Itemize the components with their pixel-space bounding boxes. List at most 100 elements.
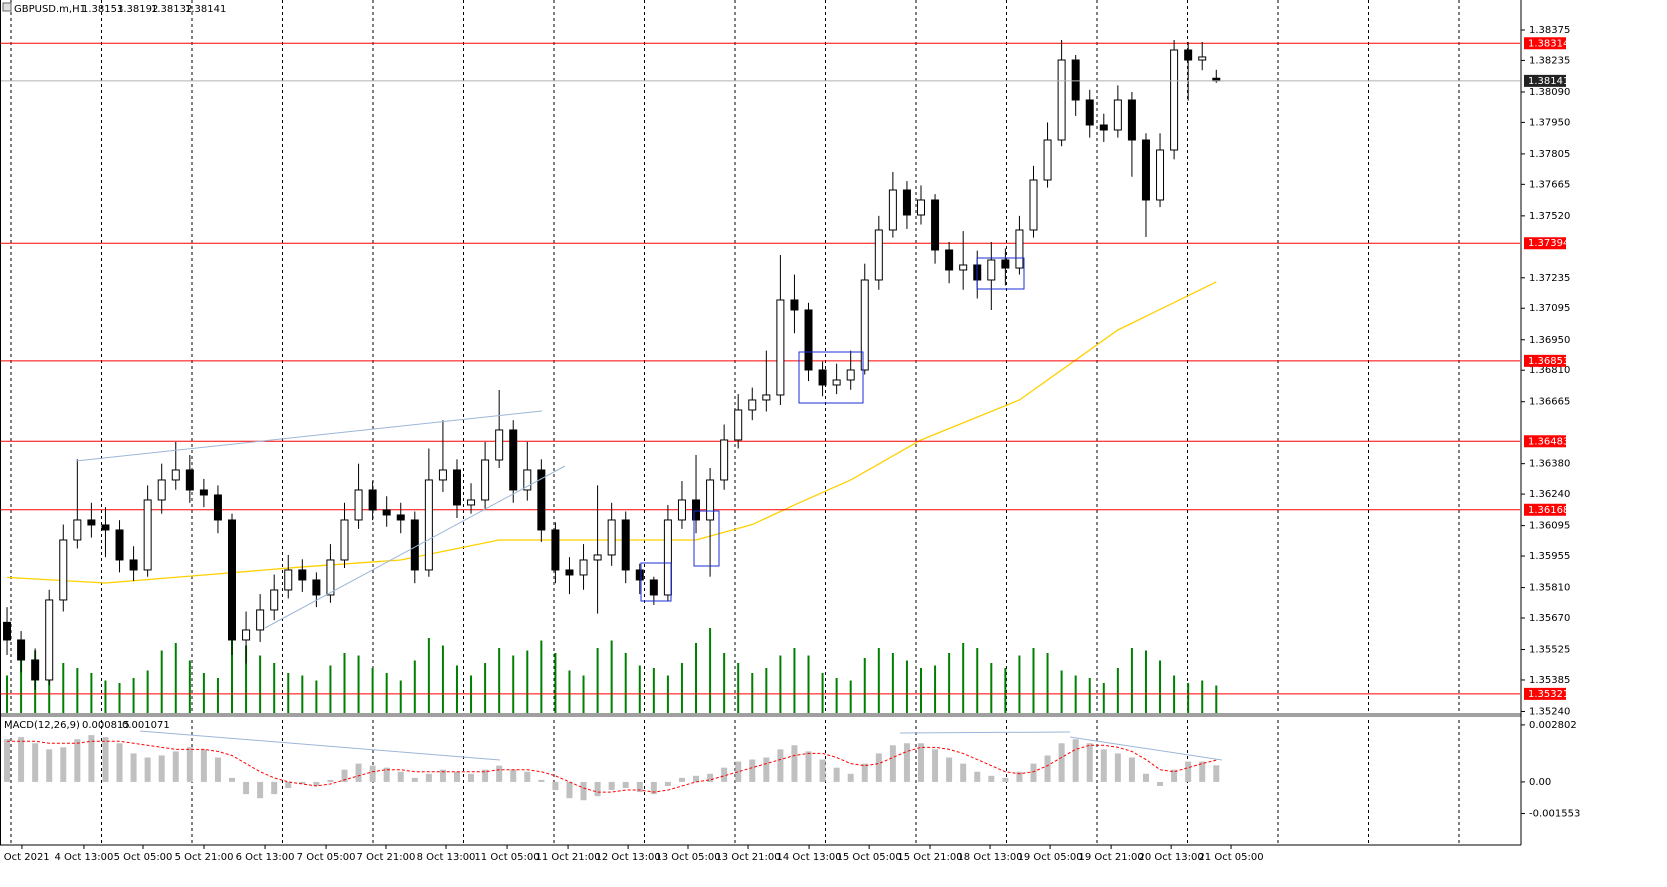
macd-bar <box>158 755 165 782</box>
macd-bar <box>496 765 503 782</box>
volume-bar <box>526 650 529 713</box>
volume-bar <box>441 645 444 713</box>
volume-bar <box>863 658 866 713</box>
macd-bar <box>1016 771 1023 782</box>
macd-bar <box>369 765 376 782</box>
volume-bar <box>1215 685 1218 713</box>
macd-bar <box>552 781 559 791</box>
macd-bar <box>355 763 362 782</box>
macd-bar <box>397 771 404 782</box>
candle-body <box>945 249 954 271</box>
level-tag <box>1524 435 1566 448</box>
macd-bar <box>1185 761 1192 782</box>
macd-bar <box>622 781 629 789</box>
macd-bar <box>566 781 573 799</box>
candle-body <box>916 199 925 216</box>
volume-bar <box>624 653 627 713</box>
volume-bar <box>540 640 543 713</box>
candle-body <box>171 469 180 481</box>
macd-bar <box>453 771 460 782</box>
y-tick-label: 1.36810 <box>1529 365 1570 376</box>
macd-bar <box>383 767 390 782</box>
last-close: 1.38141 <box>185 4 226 15</box>
level-tag <box>1524 503 1566 516</box>
macd-bar <box>889 745 896 782</box>
volume-bar <box>174 643 177 713</box>
macd-bar <box>186 747 193 782</box>
candle-body <box>495 429 504 461</box>
volume-bar <box>20 658 23 713</box>
volume-bar <box>231 638 234 713</box>
macd-bar <box>243 781 250 795</box>
macd-value: 0.000815 <box>82 720 130 731</box>
candle-body <box>860 279 869 371</box>
volume-bar <box>1060 670 1063 713</box>
trend-line <box>264 465 566 629</box>
macd-bar <box>271 781 278 795</box>
candle-body <box>256 609 265 631</box>
candle-body <box>565 569 574 576</box>
macd-bar <box>1199 761 1206 782</box>
trend-line <box>75 410 543 462</box>
macd-bar <box>482 769 489 782</box>
candle-body <box>931 199 940 251</box>
macd-bar <box>285 781 292 789</box>
macd-bar <box>903 743 910 782</box>
macd-bar <box>299 781 306 784</box>
candle-body <box>3 621 12 641</box>
volume-bar <box>821 673 824 713</box>
candle-body <box>874 229 883 281</box>
volume-bar <box>1187 683 1190 713</box>
candle-body <box>677 499 686 521</box>
x-tick-label: 12 Oct 13:00 <box>596 852 661 863</box>
volume-bar <box>891 653 894 713</box>
candle-body <box>1127 99 1136 141</box>
candle-body <box>621 519 630 571</box>
volume-bar <box>905 660 908 713</box>
volume-bar <box>1018 655 1021 713</box>
volume-bar <box>146 670 149 713</box>
candle-body <box>1170 49 1179 151</box>
level-tag <box>1524 687 1566 700</box>
signal-value: 0.001071 <box>122 720 170 731</box>
plot <box>0 39 1520 801</box>
y-tick-label: 1.35810 <box>1529 583 1570 594</box>
macd-bar <box>1044 755 1051 782</box>
y-tick-label: 1.35955 <box>1529 551 1570 562</box>
x-tick-label: 13 Oct 21:00 <box>715 852 780 863</box>
candle-body <box>312 579 321 596</box>
y-tick-label: 1.35525 <box>1529 645 1570 656</box>
volume-bar <box>484 663 487 713</box>
macd-bar <box>510 769 517 782</box>
volume-bar <box>709 628 712 713</box>
candle-body <box>438 469 447 481</box>
macd-bar <box>214 757 221 782</box>
volume-bar <box>849 680 852 713</box>
volume-bar <box>118 683 121 713</box>
macd-bar <box>524 771 531 782</box>
macd-bar <box>678 777 685 782</box>
x-tick-label: 6 Oct 13:00 <box>236 852 295 863</box>
labels: GBPUSD.m,H1 1.38153 1.38192 1.38132 1.38… <box>0 4 1580 863</box>
volume-bar <box>76 668 79 713</box>
volume-bar <box>357 655 360 713</box>
macd-signal <box>7 740 1217 793</box>
volume-bar <box>638 665 641 713</box>
volume-bar <box>1116 668 1119 713</box>
candle-body <box>579 559 588 576</box>
volume-bar <box>160 650 163 713</box>
x-tick-label: 21 Oct 05:00 <box>1198 852 1263 863</box>
zone-box <box>640 562 672 602</box>
candle-body <box>720 439 729 481</box>
x-tick-label: 15 Oct 21:00 <box>897 852 962 863</box>
y-tick-label: 1.35385 <box>1529 675 1570 686</box>
volume-bar <box>90 673 93 713</box>
candle-body <box>762 394 771 401</box>
macd-bar <box>861 763 868 782</box>
volume-bar <box>765 668 768 713</box>
macd-bar <box>18 737 25 782</box>
macd-bar <box>425 773 432 782</box>
volume-bar <box>919 668 922 713</box>
macd-bar <box>116 743 123 782</box>
